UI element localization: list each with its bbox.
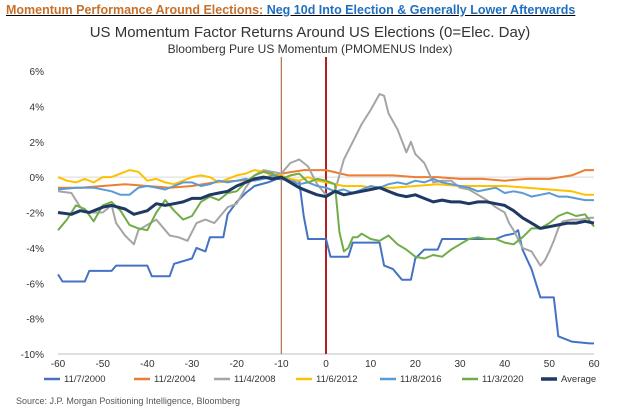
x-tick-label: -10 — [274, 359, 289, 370]
x-tick-label: -60 — [51, 359, 66, 370]
x-tick-label: -20 — [229, 359, 244, 370]
chart-title: US Momentum Factor Returns Around US Ele… — [89, 24, 531, 41]
legend-label: 11/7/2000 — [64, 374, 106, 385]
y-tick-label: 0% — [30, 173, 45, 184]
legend-label: 11/8/2016 — [400, 374, 442, 385]
x-tick-label: 10 — [365, 359, 377, 370]
x-tick-label: -40 — [140, 359, 155, 370]
y-tick-label: -2% — [26, 209, 44, 220]
x-tick-label: 40 — [499, 359, 511, 370]
legend-label: 11/2/2004 — [154, 374, 196, 385]
headline-topic: Momentum Performance Around Elections: — [6, 3, 264, 17]
series-line — [57, 175, 595, 230]
x-tick-label: 60 — [588, 359, 600, 370]
series-line — [57, 177, 594, 345]
headline-takeaway: Neg 10d Into Election & Generally Lower … — [266, 3, 576, 17]
legend-label: 11/4/2008 — [234, 374, 276, 385]
y-tick-label: 6% — [30, 67, 45, 78]
x-tick-label: 0 — [323, 359, 329, 370]
legend-label: 11/6/2012 — [316, 374, 358, 385]
source-note: Source: J.P. Morgan Positioning Intellig… — [16, 396, 240, 406]
legend-label: 11/3/2020 — [482, 374, 524, 385]
series-line — [57, 174, 594, 202]
y-tick-label: -6% — [26, 279, 44, 290]
x-tick-label: 30 — [454, 359, 466, 370]
x-tick-label: 50 — [544, 359, 556, 370]
headline: Momentum Performance Around Elections: N… — [6, 3, 575, 17]
x-tick-label: -30 — [185, 359, 200, 370]
series-line — [57, 93, 594, 267]
x-tick-label: -50 — [95, 359, 110, 370]
legend-label: Average — [561, 374, 596, 385]
y-tick-label: -8% — [26, 315, 44, 326]
x-tick-label: 20 — [410, 359, 422, 370]
series-line — [57, 170, 595, 260]
chart-subtitle: Bloomberg Pure US Momentum (PMOMENUS Ind… — [167, 42, 453, 56]
y-tick-label: 4% — [30, 102, 45, 113]
y-tick-label: -4% — [26, 244, 44, 255]
y-tick-label: -10% — [21, 350, 44, 361]
y-tick-label: 2% — [30, 138, 45, 149]
